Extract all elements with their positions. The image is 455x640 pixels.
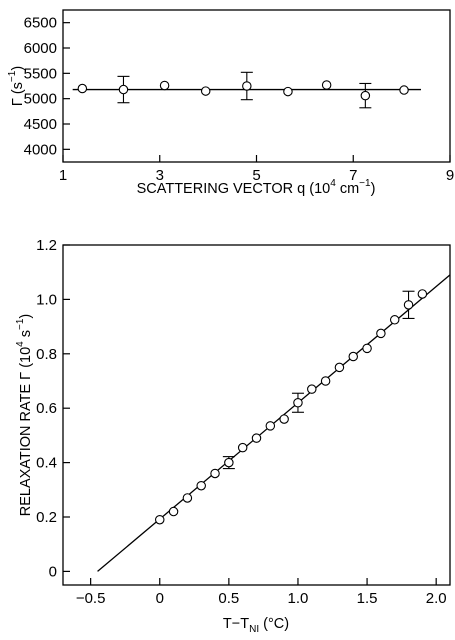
y-tick-label: 6500 xyxy=(24,15,57,32)
x-tick-label: 1 xyxy=(59,167,67,184)
data-point xyxy=(362,343,372,354)
y-axis-label-bottom: RELAXATION RATE Γ (104 s−1) xyxy=(15,314,34,517)
y-tick-label: 5000 xyxy=(24,91,57,108)
data-point xyxy=(210,468,220,479)
x-tick-label: 0.5 xyxy=(218,590,239,607)
data-point xyxy=(403,300,414,310)
data-point xyxy=(417,289,428,299)
y-tick-label: 6000 xyxy=(24,40,57,57)
data-point xyxy=(321,80,332,90)
y-axis-ticks-top: 4000 4500 5000 5500 6000 6500 xyxy=(24,15,70,158)
data-point xyxy=(237,442,248,453)
data-point xyxy=(320,376,331,386)
x-axis-label-top: SCATTERING VECTOR q (104 cm−1) xyxy=(137,178,376,197)
x-tick-label: 1.0 xyxy=(288,590,309,607)
x-tick-label: 0 xyxy=(156,590,164,607)
x-tick-label: 2.0 xyxy=(426,590,447,607)
y-tick-label: 1.2 xyxy=(36,237,57,254)
data-point xyxy=(348,351,358,362)
data-point xyxy=(389,315,400,325)
data-point xyxy=(155,514,165,525)
data-point xyxy=(293,398,303,408)
data-point xyxy=(376,328,386,339)
data-point xyxy=(360,90,371,101)
y-tick-label: 1.0 xyxy=(36,291,57,308)
plot-frame-bottom xyxy=(62,244,451,586)
data-point xyxy=(118,84,129,95)
data-point xyxy=(196,480,206,491)
x-axis-ticks-bottom: −0.5 0 0.5 1.0 1.5 2.0 xyxy=(76,578,447,607)
data-point xyxy=(265,421,276,431)
y-tick-label: 0.2 xyxy=(36,509,57,526)
data-point xyxy=(200,86,211,96)
data-point xyxy=(399,85,409,95)
y-tick-label: 5500 xyxy=(24,65,57,82)
x-tick-label: −0.5 xyxy=(76,590,106,607)
y-tick-label: 4500 xyxy=(24,116,57,133)
x-axis-ticks-top: 1 3 5 7 9 xyxy=(59,155,454,184)
y-tick-label: 0 xyxy=(49,563,57,580)
data-point xyxy=(307,384,317,394)
data-point xyxy=(283,86,293,97)
chart-bottom: 0 0.2 0.4 0.6 0.8 1.0 1.2 −0.5 0 0.5 1.0 1.5 2.0 T−… xyxy=(15,237,451,635)
y-tick-label: 0.6 xyxy=(36,400,57,417)
data-point xyxy=(159,80,170,91)
x-tick-label: 5 xyxy=(252,167,260,184)
chart-top: 4000 4500 5000 5500 6000 6500 1 3 5 7 9 SCATTERIN… xyxy=(7,9,454,197)
x-axis-label-bottom: T−TNI (°C) xyxy=(223,616,289,635)
data-point xyxy=(168,506,179,517)
x-tick-label: 3 xyxy=(156,167,164,184)
data-point xyxy=(251,433,262,443)
y-tick-label: 0.8 xyxy=(36,346,57,363)
y-axis-ticks-bottom: 0 0.2 0.4 0.6 0.8 1.0 1.2 xyxy=(36,237,70,580)
x-tick-label: 7 xyxy=(349,167,357,184)
y-tick-label: 4000 xyxy=(24,141,57,158)
x-tick-label: 9 xyxy=(446,167,454,184)
data-point xyxy=(242,81,252,91)
y-tick-label: 0.4 xyxy=(36,455,57,472)
data-point xyxy=(334,362,345,373)
data-point xyxy=(279,414,289,424)
y-axis-label-top: Γ (s−1) xyxy=(7,66,26,106)
data-point xyxy=(77,83,88,94)
x-tick-label: 1.5 xyxy=(357,590,378,607)
data-points-top xyxy=(77,80,409,101)
data-point xyxy=(224,457,234,468)
data-point xyxy=(182,493,193,503)
data-points-bottom xyxy=(155,289,428,525)
